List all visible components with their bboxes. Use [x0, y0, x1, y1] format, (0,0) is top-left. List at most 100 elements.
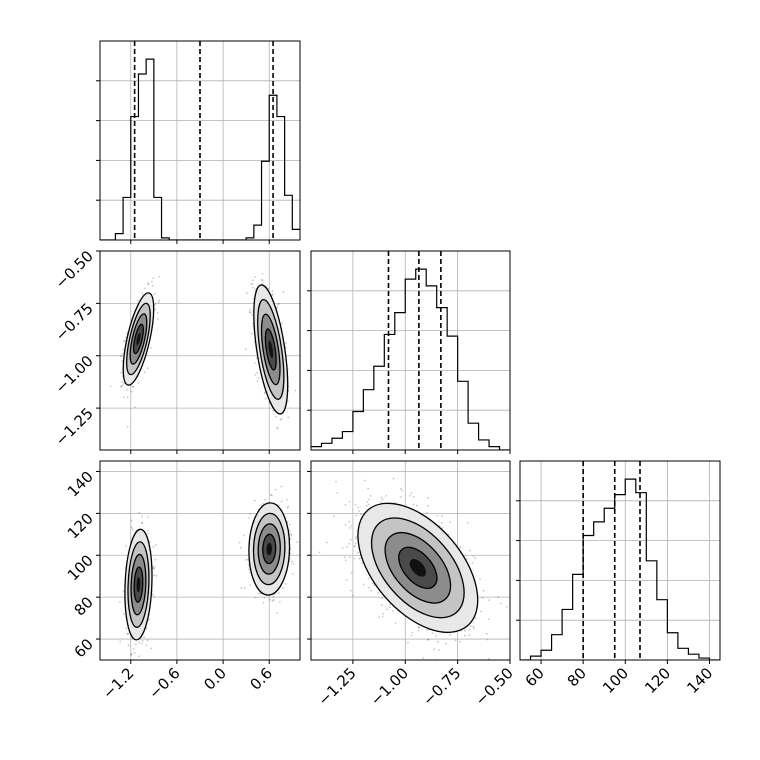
- sample-point: [399, 487, 402, 490]
- sample-point: [131, 528, 134, 531]
- sample-point: [382, 612, 385, 615]
- sample-point: [427, 638, 430, 641]
- histogram-step: [100, 58, 300, 240]
- sample-point: [278, 592, 280, 594]
- x-tick-label: 120: [641, 664, 674, 697]
- sample-point: [318, 551, 321, 554]
- sample-point: [254, 596, 257, 599]
- sample-point: [497, 596, 500, 598]
- sample-point: [296, 541, 299, 543]
- scatter-panel: [100, 251, 300, 450]
- sample-point: [264, 498, 267, 501]
- axes-frame: [519, 460, 721, 661]
- sample-point: [147, 529, 149, 532]
- y-tick-label: 140: [64, 468, 97, 501]
- sample-point: [261, 282, 264, 285]
- sample-point: [472, 625, 475, 628]
- sample-point: [349, 589, 352, 592]
- sample-point: [152, 567, 155, 570]
- sample-point: [146, 639, 149, 642]
- sample-point: [255, 357, 258, 359]
- y-tick-label: −0.50: [52, 247, 97, 292]
- x-tick-label: 60: [522, 664, 548, 690]
- x-tick-label: −1.2: [99, 664, 137, 702]
- sample-point: [355, 514, 358, 517]
- sample-point: [257, 377, 260, 379]
- y-tick-label: 100: [64, 551, 97, 584]
- sample-point: [269, 494, 272, 496]
- y-tick-label: −1.00: [52, 352, 97, 397]
- sample-point: [394, 622, 397, 625]
- sample-point: [436, 640, 439, 643]
- sample-point: [147, 532, 150, 535]
- x-tick-label: 0.6: [246, 664, 276, 694]
- sample-point: [408, 494, 411, 497]
- sample-point: [480, 610, 482, 613]
- sample-point: [121, 381, 124, 383]
- sample-point: [254, 374, 256, 376]
- sample-point: [378, 616, 381, 619]
- sample-point: [426, 511, 428, 514]
- sample-point: [485, 632, 488, 635]
- density-contour: [266, 542, 273, 556]
- sample-point: [468, 634, 471, 636]
- sample-point: [151, 593, 154, 596]
- sample-point: [250, 283, 253, 286]
- sample-point: [286, 499, 288, 501]
- sample-point: [277, 504, 280, 507]
- sample-point: [381, 498, 384, 501]
- sample-point: [412, 503, 415, 506]
- sample-point: [119, 640, 122, 643]
- sample-point: [287, 416, 290, 419]
- sample-point: [138, 641, 141, 644]
- sample-point: [109, 385, 112, 388]
- axes-frame: [310, 460, 511, 661]
- density-contour: [136, 332, 141, 346]
- sample-point: [474, 617, 477, 620]
- y-tick-label: 60: [71, 635, 97, 661]
- sample-point: [417, 629, 420, 632]
- sample-point: [131, 386, 134, 389]
- sample-point: [127, 644, 130, 647]
- sample-point: [154, 558, 157, 561]
- sample-point: [440, 521, 443, 524]
- sample-point: [143, 636, 146, 639]
- sample-point: [146, 516, 149, 518]
- sample-point: [482, 589, 485, 592]
- sample-point: [254, 276, 256, 278]
- sample-point: [123, 340, 125, 343]
- sample-point: [380, 501, 382, 504]
- sample-point: [122, 590, 125, 593]
- sample-point: [348, 520, 351, 523]
- sample-point: [466, 558, 468, 560]
- sample-point: [354, 503, 357, 506]
- sample-point: [248, 311, 251, 313]
- sample-point: [370, 589, 373, 592]
- sample-point: [253, 362, 256, 364]
- density-contour: [136, 577, 141, 593]
- sample-point: [251, 313, 253, 316]
- sample-point: [474, 557, 477, 560]
- sample-point: [138, 511, 140, 514]
- sample-point: [366, 504, 368, 507]
- scatter-panel: [311, 461, 510, 660]
- sample-point: [273, 598, 275, 601]
- sample-point: [126, 388, 129, 391]
- y-tick-label: −1.25: [52, 404, 97, 449]
- sample-point: [287, 505, 290, 508]
- sample-point: [130, 526, 133, 529]
- sample-point: [350, 571, 353, 574]
- sample-point: [393, 501, 396, 504]
- sample-point: [472, 555, 475, 558]
- sample-point: [158, 299, 161, 302]
- sample-point: [152, 277, 155, 279]
- sample-point: [381, 615, 384, 618]
- sample-point: [349, 538, 352, 541]
- sample-point: [282, 291, 285, 293]
- axes-frame: [310, 250, 511, 451]
- sample-point: [410, 634, 413, 637]
- sample-point: [438, 649, 441, 651]
- sample-point: [418, 626, 420, 629]
- sample-point: [341, 547, 344, 549]
- sample-point: [238, 541, 241, 544]
